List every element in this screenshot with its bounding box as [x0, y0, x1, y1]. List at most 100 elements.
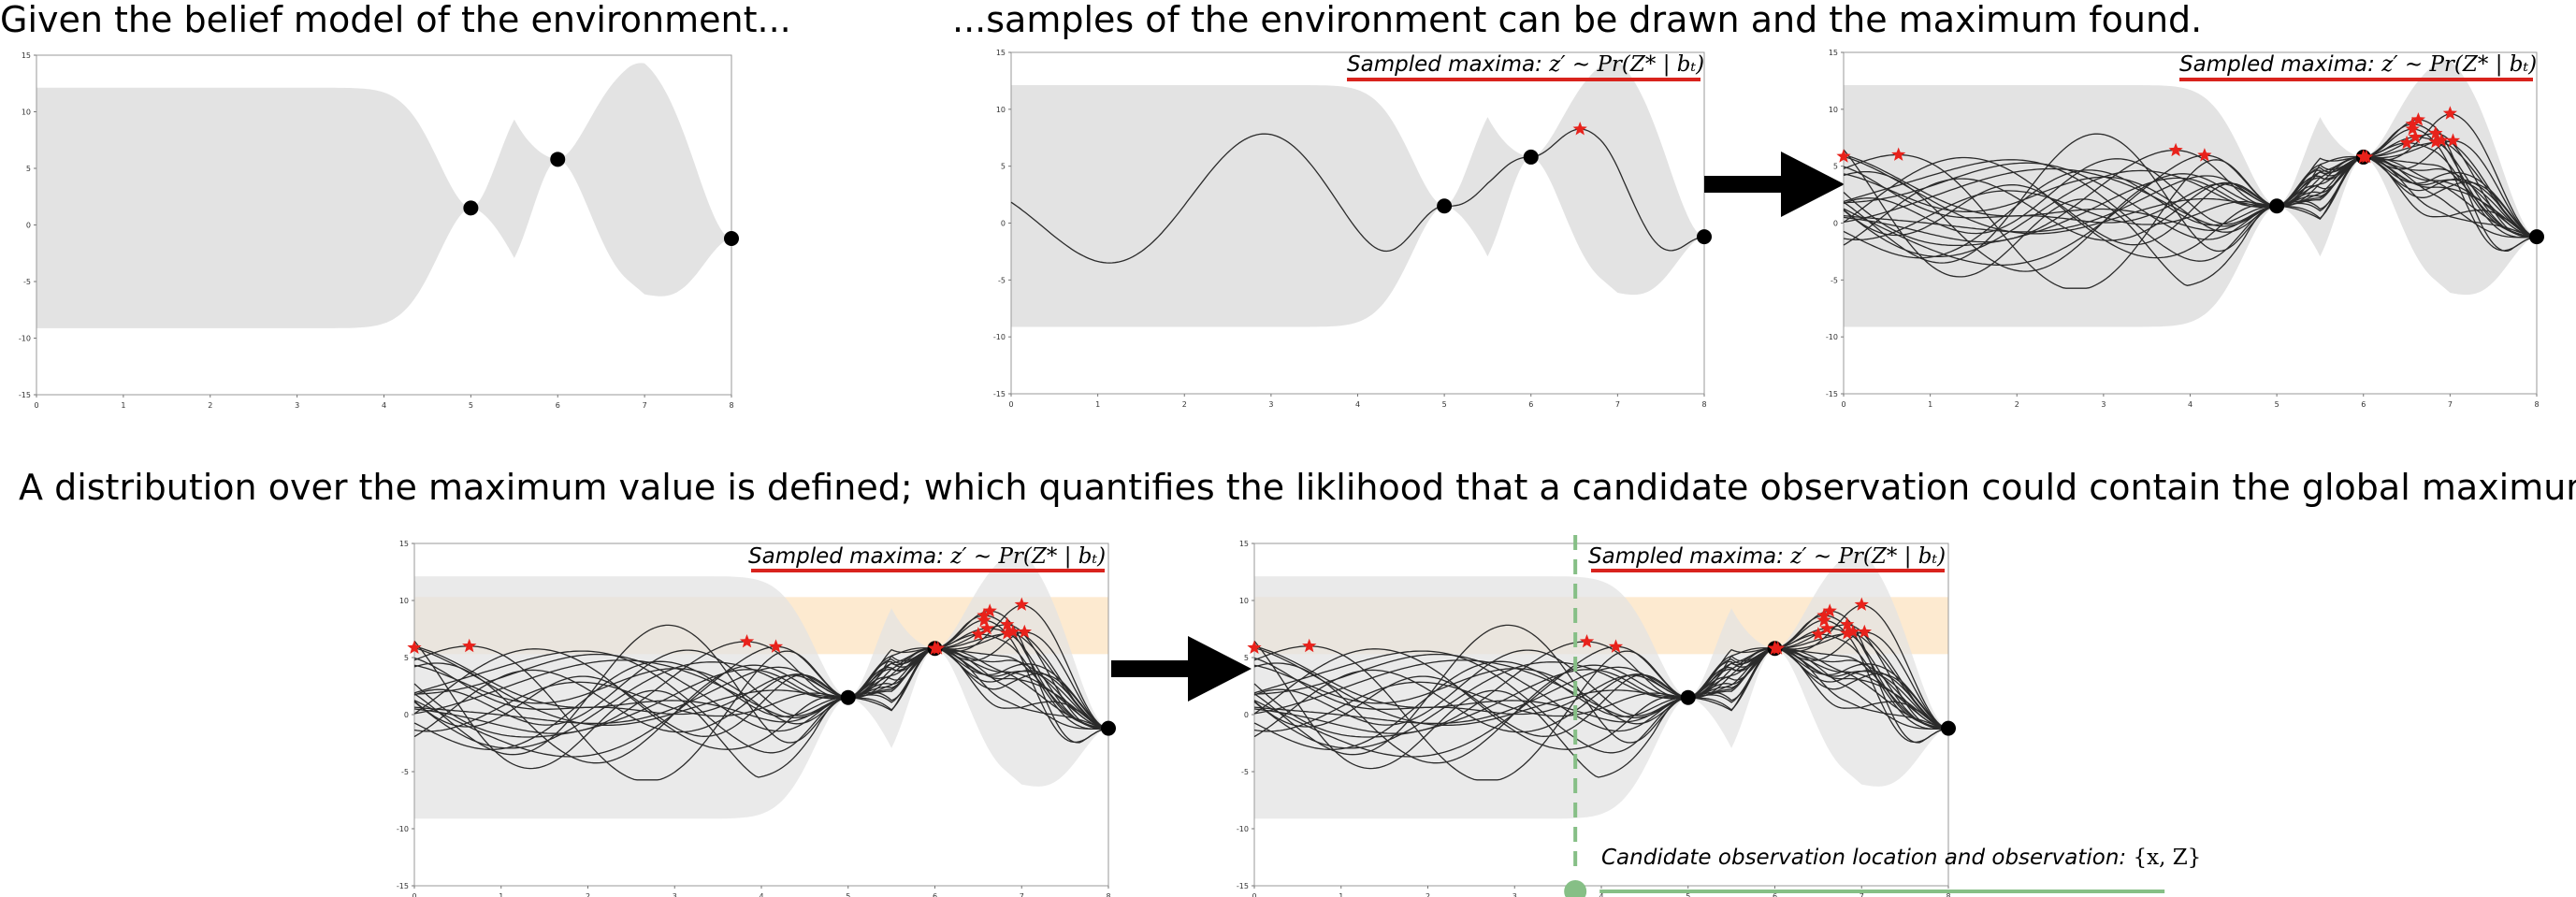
y-tick-label: -5: [23, 278, 31, 286]
caption-distribution: A distribution over the maximum value is…: [19, 467, 2576, 508]
x-tick-label: 8: [1946, 892, 1950, 897]
sample-line: [1843, 141, 2538, 262]
maxima-star: [2168, 142, 2183, 157]
x-tick-label: 5: [1442, 400, 1447, 409]
maxima-star: [1836, 149, 1851, 163]
sample-line: [1843, 150, 2538, 243]
uncertainty-band: [36, 63, 731, 328]
x-tick-label: 7: [2448, 400, 2453, 409]
maxima-star: [2445, 133, 2461, 147]
candidate-observation-chart: 0 1 2 3 4 5 6 7 8 15 10 5 0 -5 -10 -15: [1237, 535, 2165, 897]
x-tick-label: 0: [34, 401, 38, 410]
x-tick-label: 1: [1095, 400, 1100, 409]
x-tick-label: 3: [1268, 400, 1273, 409]
arrow-right-icon: [1111, 636, 1252, 702]
maxima-star: [977, 613, 991, 627]
x-tick-label: 6: [2361, 400, 2366, 409]
sample-line: [1843, 156, 2537, 240]
sample-line: [1843, 139, 2538, 238]
y-tick-label: -15: [1826, 390, 1838, 398]
sample-line: [1253, 645, 1949, 781]
maxima-star: [2405, 116, 2420, 131]
maxima-star: [2434, 133, 2449, 147]
sample-line: [413, 647, 1109, 749]
x-tick-label: 4: [1599, 892, 1603, 897]
sample-line: [413, 603, 1109, 730]
x-tick-label: 2: [586, 892, 590, 897]
maxima-star: [1579, 634, 1595, 648]
maxima-distribution-chart: 0 1 2 3 4 5 6 7 8 15 10 5 0 -5 -10 -15: [397, 540, 1116, 897]
observation-point: [1101, 720, 1116, 736]
y-tick-label: 5: [404, 654, 409, 662]
sample-line: [1843, 156, 2538, 246]
sample-line: [1253, 631, 1949, 738]
y-tick-label: 5: [1833, 163, 1838, 171]
sample-line: [413, 615, 1109, 778]
y-tick-label: 15: [996, 49, 1006, 57]
maxima-star: [1840, 616, 1855, 631]
sample-line: [413, 647, 1108, 732]
maxima-star: [2410, 112, 2425, 126]
y-tick-label: -10: [19, 335, 31, 343]
maxima-star: [739, 634, 755, 648]
sampled-maxima-label-2: Sampled maxima: z′ ∼ Pr(Z* | bₜ): [2179, 52, 2538, 77]
sample-line: [1253, 632, 1949, 754]
sampled-maxima-label-3: Sampled maxima: z′ ∼ Pr(Z* | bₜ): [748, 544, 1107, 569]
sample-line: [1843, 112, 2538, 238]
belief-model-plot: 0 1 2 3 4 5 6 7 8 15 10 5 0 -5 -10 -15: [19, 51, 739, 410]
y-tick-label: 0: [26, 222, 31, 230]
sample-line: [413, 632, 1109, 754]
x-tick-label: 2: [1425, 892, 1430, 897]
sample-line: [1843, 154, 2538, 267]
maxima-star: [462, 638, 477, 653]
maxima-star: [1572, 122, 1587, 136]
observation-point: [1437, 198, 1453, 214]
y-tick-label: 10: [22, 109, 31, 117]
uncertainty-band: [1011, 60, 1704, 327]
maxima-star: [1845, 624, 1860, 638]
sample-line: [1843, 156, 2538, 238]
y-tick-label: -5: [1831, 276, 1838, 284]
sample-line: [1253, 603, 1949, 730]
y-tick-label: 10: [1829, 106, 1838, 114]
x-tick-label: 0: [1841, 400, 1845, 409]
sample-line: [413, 647, 1109, 730]
x-tick-label: 4: [382, 401, 386, 410]
y-tick-label: 15: [1829, 49, 1838, 57]
y-tick-label: 0: [1833, 220, 1838, 228]
sample-line: [1843, 156, 2538, 246]
x-tick-label: 5: [2275, 400, 2279, 409]
sample-line: [413, 628, 1108, 750]
maxima-star: [1857, 624, 1872, 639]
x-tick-label: 8: [1106, 892, 1110, 897]
sample-line: [1253, 615, 1949, 778]
maxima-star: [1302, 638, 1317, 653]
sample-line: [1843, 137, 2537, 259]
sample-line: [1253, 647, 1949, 730]
x-tick-label: 7: [1615, 400, 1620, 409]
observation-point: [1680, 689, 1696, 705]
maxima-star: [2442, 106, 2457, 120]
sample-line: [1843, 156, 2538, 257]
maxima-star: [2356, 149, 2371, 164]
sample-line: [1253, 647, 1948, 732]
maxima-star: [1014, 597, 1029, 611]
maxima-star: [1017, 624, 1032, 639]
x-tick-label: 5: [1686, 892, 1690, 897]
maxima-star: [2408, 129, 2423, 144]
x-tick-label: 4: [2188, 400, 2192, 409]
y-tick-label: 10: [996, 106, 1006, 114]
sample-line: [1253, 647, 1949, 737]
maxima-star: [977, 608, 991, 622]
maxima-star: [2428, 125, 2443, 139]
x-tick-label: 3: [295, 401, 299, 410]
x-tick-label: 1: [499, 892, 503, 897]
y-tick-label: 5: [26, 165, 31, 173]
x-tick-label: 6: [1528, 400, 1533, 409]
observation-point: [2529, 229, 2544, 245]
y-tick-label: 0: [1001, 220, 1006, 228]
y-tick-label: -10: [1237, 825, 1249, 833]
maxima-star: [407, 640, 422, 654]
maxima-star: [1247, 640, 1262, 654]
maxima-star: [971, 627, 986, 641]
